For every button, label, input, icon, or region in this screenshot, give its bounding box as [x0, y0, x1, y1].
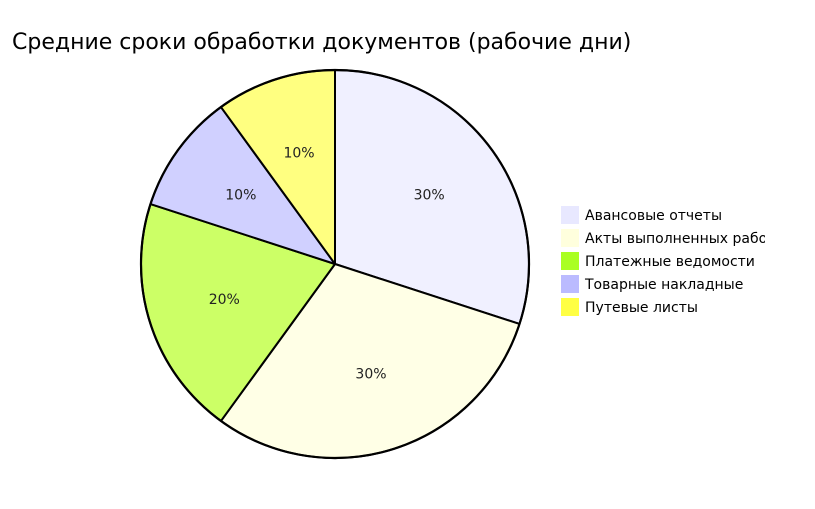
legend-label: Платежные ведомости: [585, 254, 755, 270]
legend-label: Авансовые отчеты: [585, 208, 722, 224]
legend-swatch: [561, 298, 579, 316]
legend-label: Товарные накладные: [584, 277, 743, 293]
slice-data-label: 30%: [355, 367, 386, 383]
slice-data-label: 10%: [283, 145, 314, 161]
slice-data-label: 20%: [209, 292, 240, 308]
legend: Авансовые отчеты Акты выполненных работ Пл…: [561, 206, 775, 316]
chart-title: Средние сроки обработки документов (рабо…: [12, 30, 632, 55]
legend-swatch: [561, 206, 579, 224]
pie-outline: [139, 68, 531, 460]
pie-labels: 30% 30% 20% 10% 10%: [209, 145, 445, 382]
legend-swatch: [561, 252, 579, 270]
legend-swatch: [561, 229, 579, 247]
legend-label: Акты выполненных работ: [585, 231, 775, 247]
slice-data-label: 30%: [414, 188, 445, 204]
pie-slices: [139, 68, 531, 460]
slice-data-label: 10%: [225, 188, 256, 204]
legend-swatch: [561, 275, 579, 293]
legend-label: Путевые листы: [585, 300, 698, 316]
